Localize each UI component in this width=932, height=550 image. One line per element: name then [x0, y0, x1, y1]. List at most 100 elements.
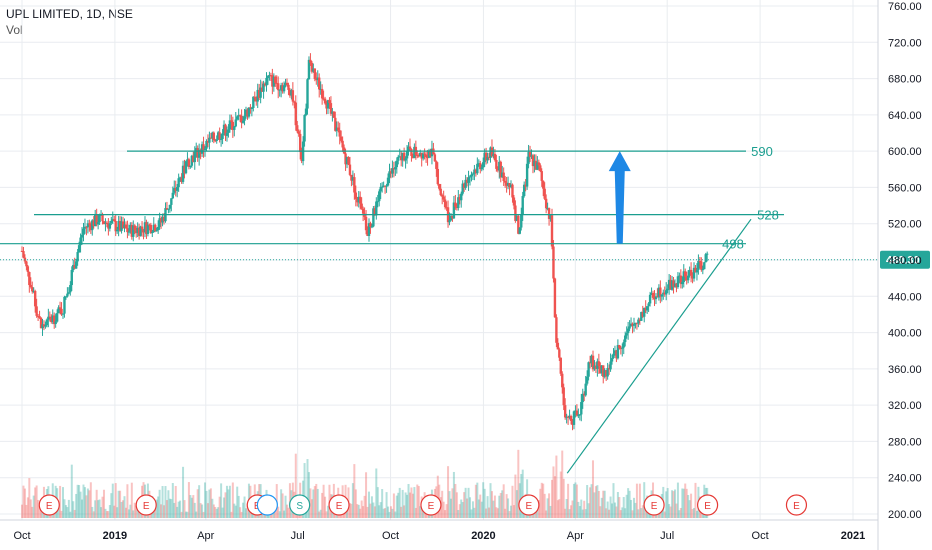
volume-bar: [466, 498, 469, 518]
volume-bar: [278, 511, 281, 518]
event-marker[interactable]: [643, 494, 665, 516]
candle-body: [263, 83, 267, 86]
volume-bar: [572, 483, 575, 518]
volume-bar: [326, 505, 329, 518]
candle-body: [193, 151, 196, 163]
volume-bar: [288, 483, 291, 518]
candle-body: [419, 152, 422, 157]
candle-body: [543, 188, 546, 199]
support-trendline: [566, 218, 752, 474]
candle-body: [645, 306, 649, 311]
candle-body: [79, 237, 82, 246]
candle-body: [212, 132, 215, 141]
volume-bar: [206, 503, 209, 518]
volume-bar: [406, 494, 409, 518]
event-marker[interactable]: [518, 494, 540, 516]
candle-body: [50, 317, 53, 322]
volume-bar: [551, 479, 554, 518]
volume-bar: [454, 483, 457, 518]
volume-bar: [608, 509, 611, 518]
candle-body: [448, 220, 451, 223]
candle-body: [547, 208, 551, 219]
volume-bar: [555, 455, 558, 518]
event-marker[interactable]: [697, 494, 719, 516]
candle-body: [657, 287, 661, 298]
candle-body: [183, 165, 186, 174]
candle-body: [442, 196, 445, 200]
candle-body: [171, 192, 175, 199]
volume-bar: [25, 504, 28, 518]
level-label-590: 590: [751, 144, 773, 159]
volume-bar: [549, 505, 552, 518]
volume-bar: [97, 500, 100, 518]
candle-body: [531, 155, 535, 167]
event-marker[interactable]: [289, 494, 311, 516]
chart-header: UPL LIMITED, 1D, NSE Vol: [6, 6, 133, 38]
volume-bar: [668, 504, 671, 518]
candle-body: [572, 411, 576, 425]
volume-label: Vol: [6, 23, 23, 37]
candle-body: [72, 264, 75, 271]
event-marker[interactable]: [135, 494, 157, 516]
candle-body: [236, 116, 239, 120]
volume-bar: [542, 483, 545, 518]
candle-body: [376, 201, 379, 203]
volume-bar: [441, 490, 444, 518]
candle-body: [231, 121, 235, 130]
candle-body: [515, 215, 519, 221]
volume-bar: [236, 486, 239, 518]
volume-bar: [198, 485, 201, 518]
candle-body: [385, 185, 388, 187]
candle-body: [537, 162, 541, 166]
candle-body: [269, 75, 273, 77]
candle-body: [476, 163, 479, 174]
volume-bar: [445, 504, 448, 518]
volume-bar: [693, 507, 696, 518]
event-markers[interactable]: EEESEEEEEE: [38, 494, 808, 516]
event-marker[interactable]: [420, 494, 442, 516]
y-tick-label: 720.00: [888, 37, 922, 49]
y-tick-label: 240.00: [888, 473, 922, 485]
drawings[interactable]: 590528498480.30: [0, 144, 930, 474]
candle-body: [234, 119, 237, 127]
candle-body: [451, 215, 454, 219]
volume-bar: [136, 509, 139, 518]
candle-body: [155, 230, 158, 232]
candle-body: [175, 187, 179, 191]
candle-body: [337, 127, 340, 131]
candle-body: [29, 285, 32, 288]
candle-body: [533, 160, 536, 167]
candle-body: [525, 163, 529, 187]
candle-body: [268, 75, 271, 77]
volume-bar: [363, 495, 366, 518]
candle-body: [480, 167, 483, 170]
event-marker[interactable]: [328, 494, 350, 516]
candle-body: [184, 161, 188, 174]
candle-body: [114, 221, 117, 232]
candle-body: [420, 152, 423, 159]
volume-bar: [628, 490, 631, 518]
candle-body: [82, 228, 85, 235]
volume-bar: [558, 499, 561, 518]
candle-body: [284, 82, 287, 86]
candle-body: [511, 184, 514, 198]
volume-bar: [88, 490, 91, 518]
candle-body: [281, 85, 284, 92]
candle-body: [53, 315, 56, 325]
volume-bar: [634, 502, 637, 518]
volume-bar: [621, 507, 624, 518]
volume-bar: [230, 511, 233, 518]
candle-body: [115, 229, 119, 232]
candle-body: [36, 315, 40, 317]
candle-body: [594, 365, 598, 369]
candle-body: [641, 312, 644, 317]
candle-body: [629, 323, 633, 327]
event-marker[interactable]: [256, 494, 278, 516]
volume-bar: [499, 492, 502, 518]
event-marker[interactable]: [785, 494, 808, 516]
volume-bar: [212, 504, 215, 518]
candle-body: [249, 107, 252, 109]
volume-bar: [521, 469, 524, 518]
event-marker[interactable]: [38, 494, 60, 516]
